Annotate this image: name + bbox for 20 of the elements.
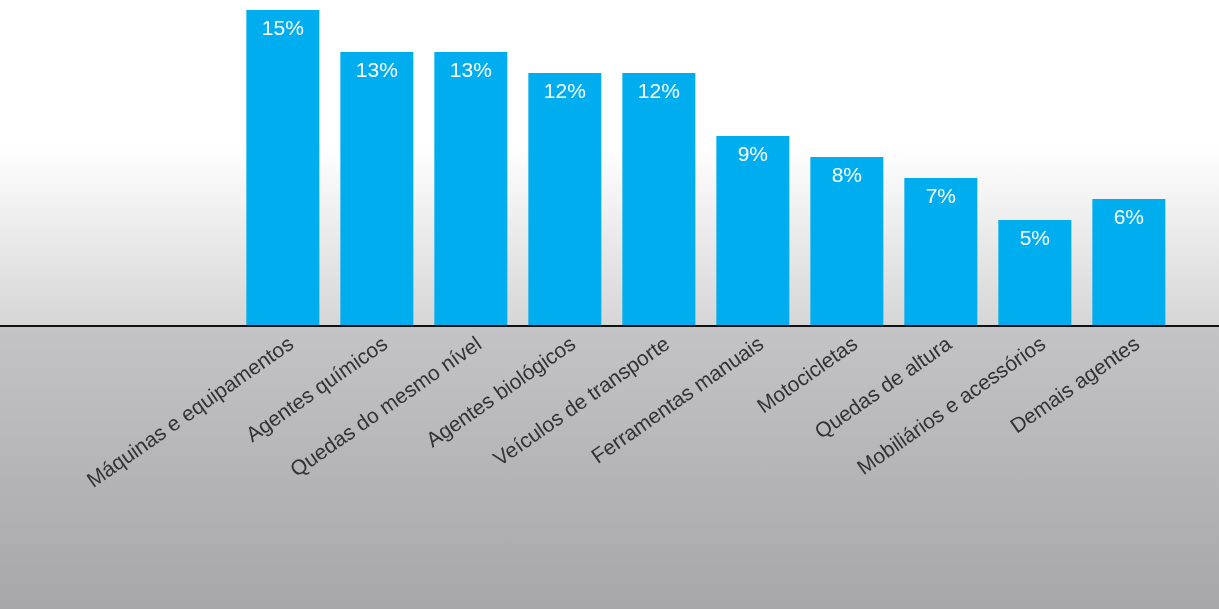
bar	[340, 52, 414, 325]
data-label: 9%	[737, 141, 769, 165]
bar	[998, 220, 1072, 325]
bar	[246, 10, 320, 325]
bar	[904, 178, 978, 325]
bar	[434, 52, 508, 325]
data-label: 15%	[261, 15, 304, 39]
bar	[622, 73, 696, 325]
data-label: 12%	[637, 78, 680, 102]
bar	[716, 136, 790, 325]
data-label: 7%	[925, 183, 957, 207]
bar	[810, 157, 884, 325]
data-label: 6%	[1113, 204, 1145, 228]
data-label: 12%	[543, 78, 586, 102]
data-label: 13%	[355, 57, 398, 81]
data-label: 8%	[831, 162, 863, 186]
data-label: 5%	[1019, 225, 1051, 249]
bar	[528, 73, 602, 325]
data-label: 13%	[449, 57, 492, 81]
bar	[1092, 199, 1166, 325]
